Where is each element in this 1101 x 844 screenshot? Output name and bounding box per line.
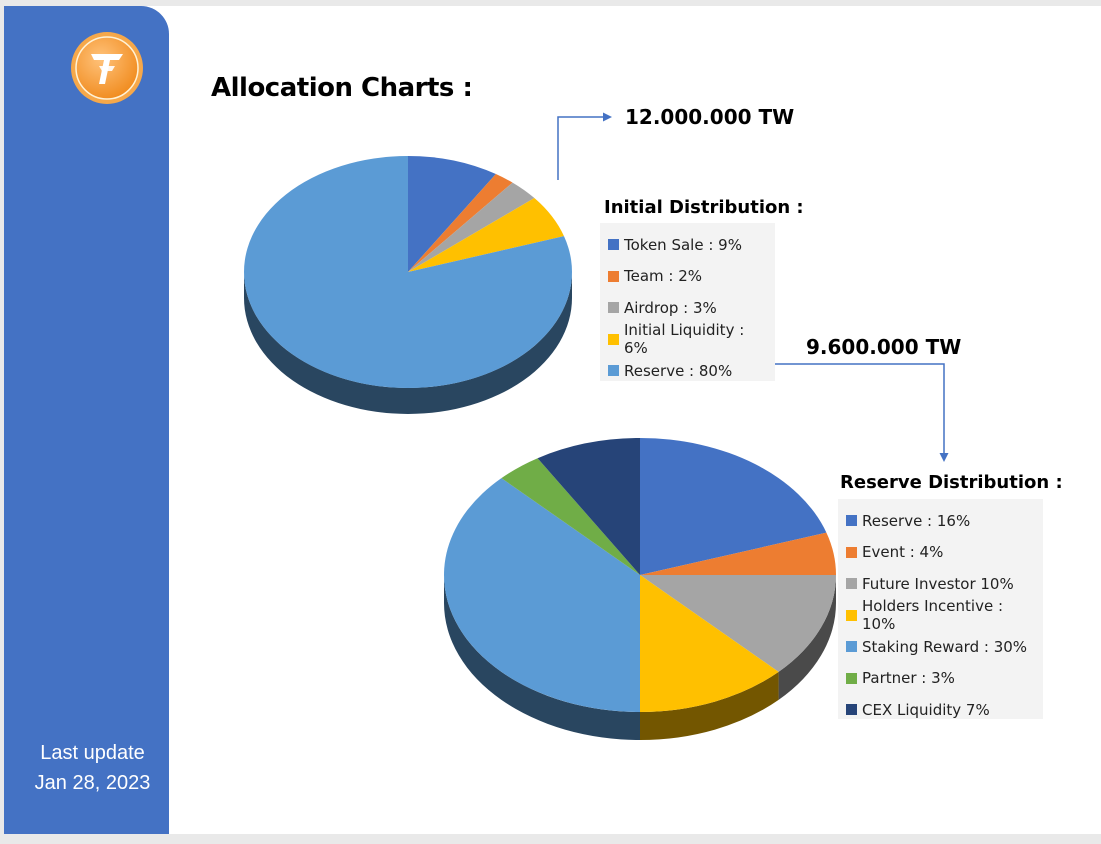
pie-slice-event <box>640 532 836 575</box>
brand-logo-icon <box>71 32 143 104</box>
legend-item: Initial Liquidity : 6% <box>608 321 769 358</box>
pie-side-reserve <box>244 272 572 414</box>
legend-label: Reserve : 16% <box>862 511 971 530</box>
legend-item: CEX Liquidity 7% <box>846 694 1037 726</box>
last-update-date: Jan 28, 2023 <box>34 772 151 794</box>
pie-initial-distribution <box>244 156 572 414</box>
pie-slice-token-sale <box>408 156 496 272</box>
legend-swatch <box>608 239 619 251</box>
legend-swatch <box>608 333 619 345</box>
initial-legend-title: Initial Distribution : <box>604 197 804 218</box>
pie-slice-holders-incentive <box>640 575 779 712</box>
legend-item: Token Sale : 9% <box>608 229 769 261</box>
legend-item: Airdrop : 3% <box>608 292 769 324</box>
legend-label: Reserve : 80% <box>624 361 733 380</box>
legend-swatch <box>846 515 857 527</box>
legend-label: Future Investor 10% <box>862 574 1014 593</box>
pie-slice-staking-reward <box>444 478 640 712</box>
pie-reserve-distribution <box>444 438 836 740</box>
legend-item: Team : 2% <box>608 261 769 293</box>
legend-label: Initial Liquidity : 6% <box>624 321 745 358</box>
legend-item: Event : 4% <box>846 537 1037 569</box>
legend-item: Partner : 3% <box>846 663 1037 695</box>
legend-label: Airdrop : 3% <box>624 298 717 317</box>
legend-swatch <box>846 609 857 621</box>
arrowhead-reserve-icon <box>939 453 949 462</box>
legend-label: CEX Liquidity 7% <box>862 700 990 719</box>
last-update-label: Last update <box>40 742 145 764</box>
arrowhead-initial-icon <box>603 112 612 122</box>
pie-slice-partner <box>501 458 640 575</box>
reserve-legend: Reserve : 16% Event : 4% Future Investor 1… <box>838 499 1043 719</box>
legend-swatch <box>608 270 619 282</box>
legend-item: Staking Reward : 30% <box>846 631 1037 663</box>
legend-item: Future Investor 10% <box>846 568 1037 600</box>
pie-side-staking-reward <box>444 575 640 740</box>
connector-arrow-reserve <box>775 363 945 453</box>
pie-slice-airdrop <box>408 182 535 272</box>
reserve-amount: 9.600.000 TW <box>806 335 962 359</box>
initial-amount: 12.000.000 TW <box>625 105 795 129</box>
pie-slice-team <box>408 174 513 272</box>
legend-item: Reserve : 16% <box>846 505 1037 537</box>
initial-legend: Token Sale : 9% Team : 2% Airdrop : 3% Init… <box>600 223 775 381</box>
legend-label: Token Sale : 9% <box>624 235 742 254</box>
legend-swatch <box>608 302 619 314</box>
legend-label: Team : 2% <box>624 267 703 286</box>
legend-item: Holders Incentive : 10% <box>846 597 1037 634</box>
legend-swatch <box>846 641 857 653</box>
legend-item: Reserve : 80% <box>608 355 769 387</box>
legend-swatch <box>846 672 857 684</box>
connector-arrow-initial <box>557 116 604 180</box>
pie-slice-reserve <box>244 156 572 388</box>
pie-side-future-investor <box>778 575 836 700</box>
reserve-legend-title: Reserve Distribution : <box>840 472 1063 493</box>
legend-swatch <box>608 365 619 377</box>
pie-slice-initial-liquidity <box>408 198 564 272</box>
page-title: Allocation Charts : <box>211 73 473 103</box>
pie-slice-reserve <box>640 438 827 575</box>
legend-swatch <box>846 546 857 558</box>
last-update-note: Last update Jan 28, 2023 <box>20 738 165 798</box>
legend-label: Event : 4% <box>862 543 944 562</box>
legend-swatch <box>846 578 857 590</box>
legend-swatch <box>846 704 857 716</box>
legend-label: Holders Incentive : 10% <box>862 597 1004 634</box>
pie-side-holders-incentive <box>640 671 779 740</box>
legend-label: Partner : 3% <box>862 669 955 688</box>
sidebar <box>4 6 169 834</box>
legend-label: Staking Reward : 30% <box>862 637 1028 656</box>
pie-slice-cex-liquidity <box>537 438 640 575</box>
pie-slice-future-investor <box>640 575 836 672</box>
